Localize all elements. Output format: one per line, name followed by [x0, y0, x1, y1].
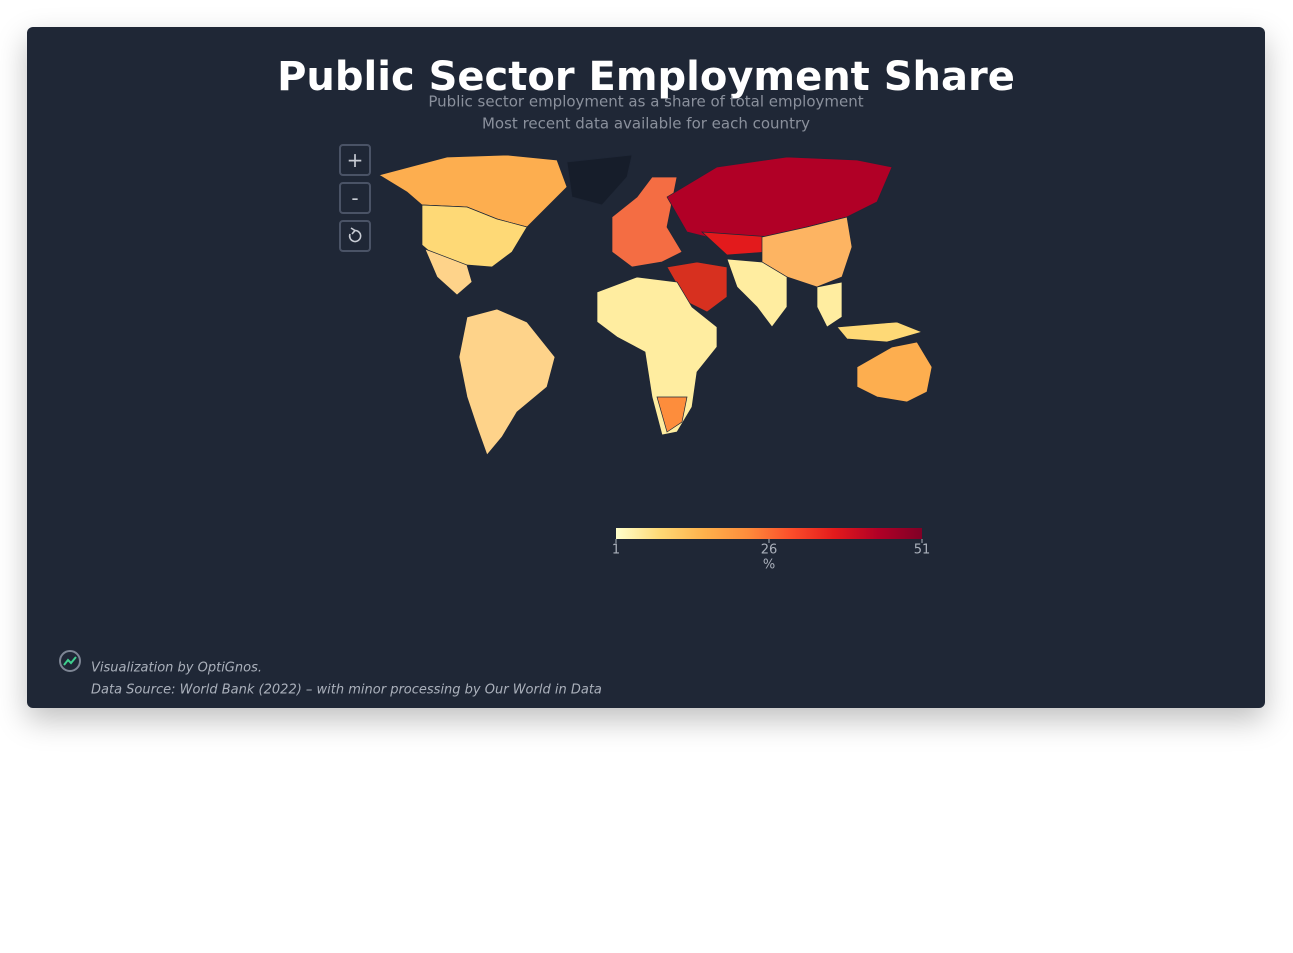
subtitle: Public sector employment as a share of t… [428, 93, 863, 111]
map [378, 154, 933, 456]
southern-africa [656, 396, 688, 433]
africa [596, 276, 718, 436]
colorbar-tick-label: 26 [761, 543, 778, 558]
russia [666, 156, 893, 243]
zoom-in-button[interactable]: + [339, 144, 371, 176]
source: Data Source: World Bank (2022) – with mi… [91, 683, 602, 698]
reset-icon [348, 227, 362, 243]
south-america [458, 308, 556, 456]
chart: Public Sector Employment Share Public se… [59, 54, 1015, 698]
reset-button[interactable] [339, 220, 371, 252]
greenland [566, 154, 633, 206]
title: Public Sector Employment Share [277, 54, 1015, 100]
indonesia [836, 321, 924, 343]
credit: Visualization by OptiGnos. [91, 661, 262, 676]
mexico [424, 248, 473, 296]
logo [59, 650, 81, 672]
south-asia [726, 258, 788, 328]
zoom-out-button[interactable]: - [339, 182, 371, 214]
colorbar-tick-label: 1 [612, 543, 620, 558]
colorbar-title: % [763, 558, 775, 573]
canada [378, 154, 568, 228]
colorbar-tick-label: 51 [914, 543, 931, 558]
europe [611, 176, 683, 268]
colorbar [616, 528, 922, 539]
australia [856, 341, 933, 403]
subtitle: Most recent data available for each coun… [482, 115, 810, 133]
southeast-asia [816, 281, 843, 328]
card: Public Sector Employment Share Public se… [27, 27, 1265, 708]
